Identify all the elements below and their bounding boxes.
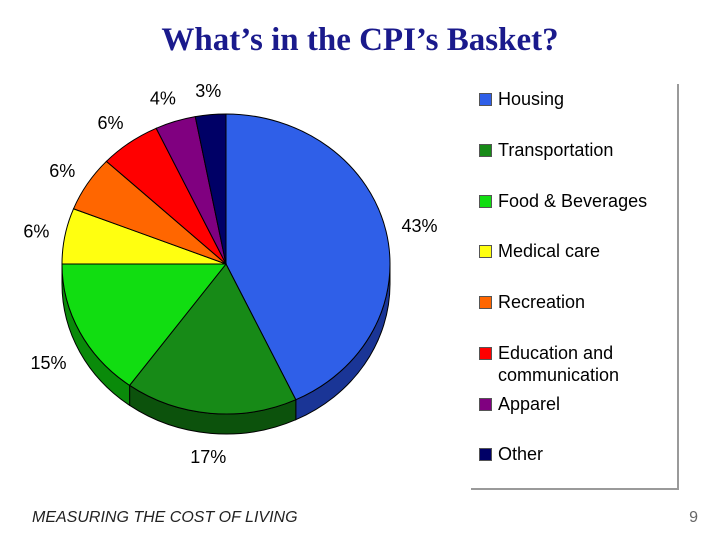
pie-label-education-and-communication: 6% [97, 113, 123, 133]
pie-label-medical-care: 6% [23, 221, 49, 241]
pie-label-recreation: 6% [49, 161, 75, 181]
legend-item-apparel: Apparel [479, 393, 683, 415]
legend-item-housing: Housing [479, 88, 683, 110]
legend-item-other: Other [479, 443, 683, 465]
slide-footer: MEASURING THE COST OF LIVING [32, 509, 298, 526]
legend-label-recreation: Recreation [498, 292, 586, 312]
legend-swatch-housing [479, 93, 492, 106]
pie-label-housing: 43% [401, 216, 437, 236]
legend-label-housing: Housing [498, 89, 565, 109]
legend-item-food-beverages: Food & Beverages [479, 190, 683, 212]
legend-label-food-beverages: Food & Beverages [498, 191, 648, 211]
legend-swatch-medical-care [479, 245, 492, 258]
chart-legend: Housing Transportation Food & Beverages … [471, 84, 679, 490]
pie-sides [61, 263, 391, 435]
legend-item-education-communication: Education and communication [479, 342, 683, 386]
legend-item-medical-care: Medical care [479, 240, 683, 262]
legend-label-education-communication: Education and communication [498, 343, 620, 385]
pie-labels: 43% 17% 15% 6% 6% 6% 4% 3% [23, 81, 437, 467]
pie-slice-other [194, 113, 227, 265]
legend-item-transportation: Transportation [479, 139, 683, 161]
legend-label-medical-care: Medical care [498, 241, 601, 261]
legend-label-other: Other [498, 444, 544, 464]
legend-swatch-recreation [479, 296, 492, 309]
pie-slice-transportation [128, 263, 297, 415]
legend-swatch-apparel [479, 398, 492, 411]
legend-swatch-food-beverages [479, 195, 492, 208]
pie-label-food-beverages: 15% [30, 353, 66, 373]
pie-label-other: 3% [195, 81, 221, 101]
legend-swatch-education-communication [479, 347, 492, 360]
legend-label-transportation: Transportation [498, 140, 614, 160]
legend-label-apparel: Apparel [498, 394, 561, 414]
slide-title: What’s in the CPI’s Basket? [161, 22, 559, 58]
pie-slices [61, 113, 391, 415]
legend-swatch-transportation [479, 144, 492, 157]
legend-item-recreation: Recreation [479, 291, 683, 313]
legend-swatch-other [479, 448, 492, 461]
pie-slice-food-beverages [61, 263, 228, 387]
page-number: 9 [689, 509, 698, 526]
pie-label-transportation: 17% [190, 447, 226, 467]
pie-label-apparel: 4% [150, 89, 176, 109]
pie-slice-housing [225, 113, 391, 401]
